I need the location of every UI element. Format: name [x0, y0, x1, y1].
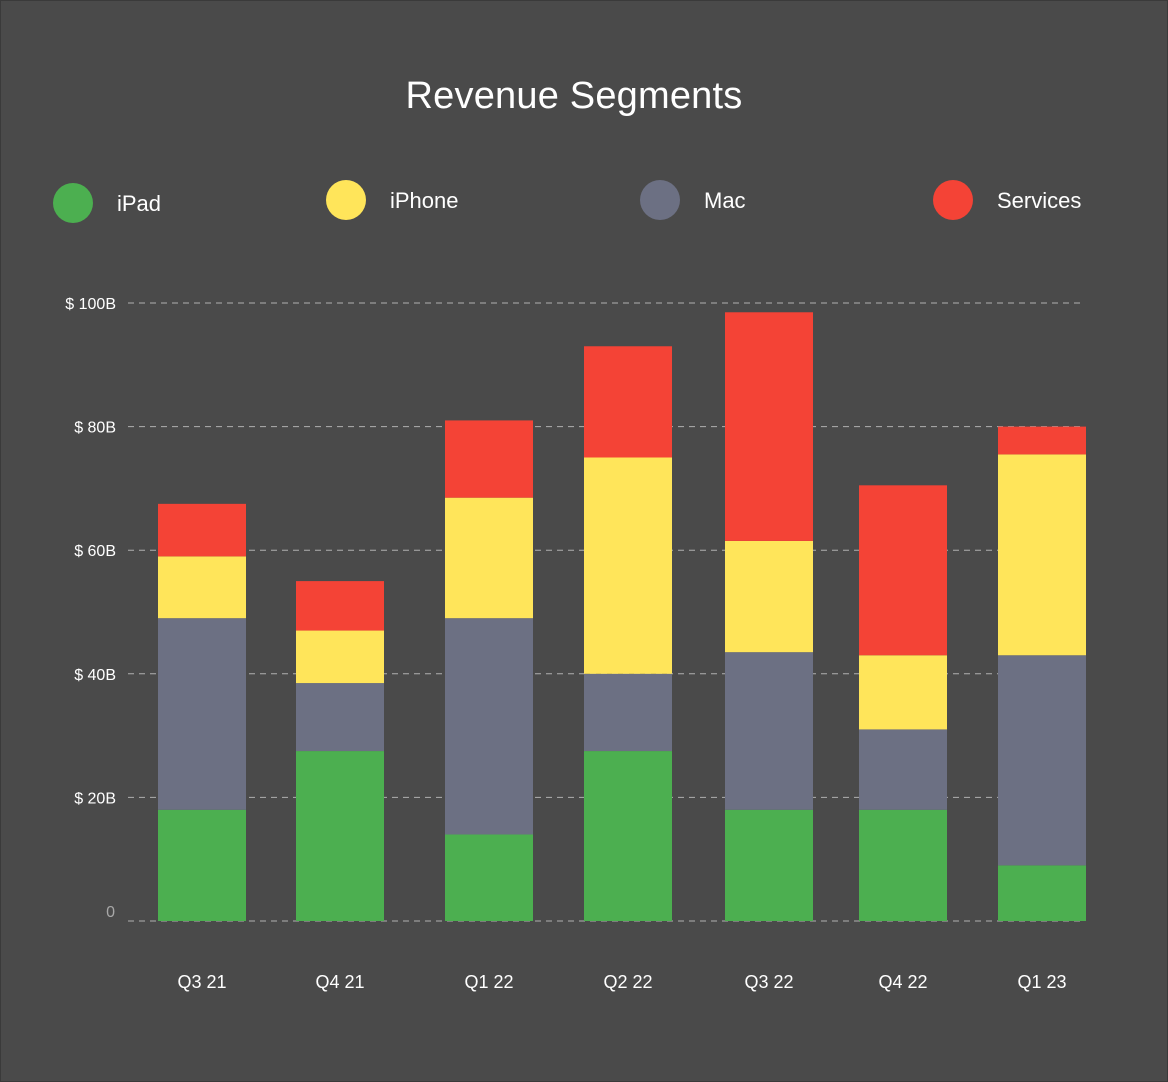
y-tick-label: $ 60B	[74, 543, 116, 560]
bar-segment-ipad	[859, 809, 947, 921]
bar-segment-services	[859, 485, 947, 656]
x-tick-label: Q1 22	[464, 972, 513, 992]
y-tick-label: $ 80B	[74, 420, 116, 437]
y-tick-label: 0	[106, 904, 115, 921]
bar-segment-ipad	[296, 751, 384, 921]
y-axis-ticks: 0 $ 20B $ 40B $ 60B $ 80B $ 100B	[65, 296, 116, 921]
bar-segment-services	[445, 420, 533, 498]
bar-segment-iphone	[445, 497, 533, 619]
legend-swatch-ipad	[53, 183, 93, 223]
bar-segment-ipad	[725, 809, 813, 921]
x-tick-label: Q1 23	[1017, 972, 1066, 992]
bar-segment-services	[584, 346, 672, 458]
bar-segment-mac	[725, 652, 813, 810]
legend-label-services: Services	[997, 188, 1082, 213]
x-tick-label: Q4 21	[315, 972, 364, 992]
bar-segment-ipad	[158, 809, 246, 921]
bar-segment-mac	[158, 618, 246, 810]
legend-label-mac: Mac	[704, 188, 746, 213]
bar-segment-mac	[998, 655, 1086, 866]
y-tick-label: $ 40B	[74, 667, 116, 684]
bar-segment-ipad	[584, 751, 672, 921]
legend-swatch-services	[933, 180, 973, 220]
bar-segment-mac	[859, 729, 947, 810]
bar-segment-iphone	[998, 454, 1086, 656]
y-tick-label: $ 100B	[65, 296, 116, 313]
bar-segment-mac	[445, 618, 533, 835]
bar-segment-services	[998, 426, 1086, 455]
bar-segment-services	[296, 581, 384, 631]
bar-segment-mac	[296, 683, 384, 752]
y-tick-label: $ 20B	[74, 790, 116, 807]
bar-segment-ipad	[998, 865, 1086, 921]
bar-segment-iphone	[158, 556, 246, 619]
legend-swatch-iphone	[326, 180, 366, 220]
x-tick-label: Q3 22	[744, 972, 793, 992]
bar-segment-iphone	[725, 540, 813, 653]
bar-segment-iphone	[584, 457, 672, 674]
x-axis-labels: Q3 21 Q4 21 Q1 22 Q2 22 Q3 22 Q4 22 Q1 23	[177, 972, 1066, 992]
chart-title: Revenue Segments	[405, 75, 743, 117]
x-tick-label: Q3 21	[177, 972, 226, 992]
legend-label-iphone: iPhone	[390, 188, 459, 213]
x-tick-label: Q2 22	[603, 972, 652, 992]
bar-segment-ipad	[445, 834, 533, 921]
bar-segment-services	[158, 503, 246, 557]
bar-segment-services	[725, 312, 813, 541]
bar-segment-iphone	[859, 655, 947, 730]
x-tick-label: Q4 22	[878, 972, 927, 992]
bar-segment-iphone	[296, 630, 384, 684]
legend-swatch-mac	[640, 180, 680, 220]
legend-label-ipad: iPad	[117, 191, 162, 216]
bars	[158, 312, 1086, 921]
bar-segment-mac	[584, 673, 672, 752]
